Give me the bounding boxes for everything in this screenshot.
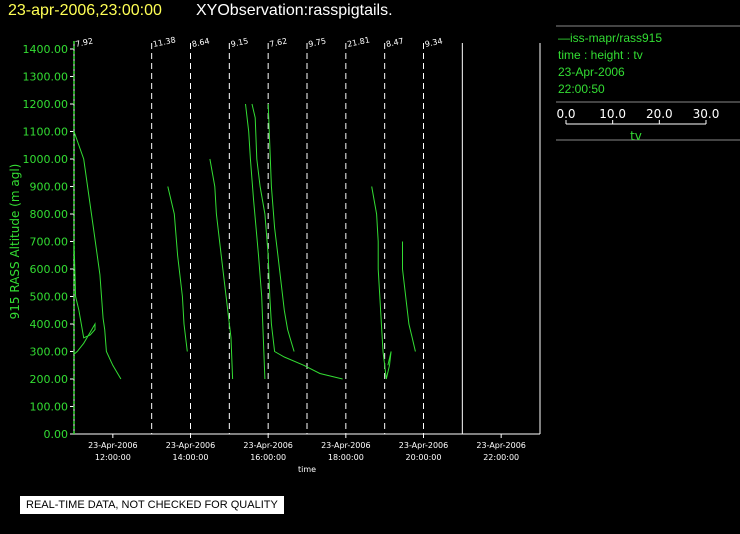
- legend-scale-tick-label: 20.0: [646, 107, 673, 121]
- y-tick-label: 100.00: [30, 401, 69, 414]
- profile-trace-8: [402, 241, 416, 352]
- profile-marker-label: 8.64: [191, 36, 210, 49]
- y-tick-label: 0.00: [44, 428, 69, 441]
- y-tick-label: 1000.00: [23, 153, 69, 166]
- x-tick-date: 23-Apr-2006: [399, 441, 448, 450]
- legend-scale-tick-label: 10.0: [599, 107, 626, 121]
- x-tick-date: 23-Apr-2006: [476, 441, 525, 450]
- profile-trace-0: [73, 131, 122, 380]
- y-tick-label: 700.00: [30, 236, 69, 249]
- profile-marker-label: 9.34: [424, 36, 443, 49]
- profile-trace-3: [209, 158, 234, 380]
- x-tick-time: 18:00:00: [328, 453, 364, 462]
- profile-trace-4: [245, 103, 266, 380]
- y-tick-label: 200.00: [30, 373, 69, 386]
- profile-trace-1: [73, 241, 96, 355]
- y-tick-label: 1400.00: [23, 43, 69, 56]
- profile-marker-label: 7.62: [269, 36, 288, 49]
- y-tick-label: 500.00: [30, 291, 69, 304]
- x-tick-time: 12:00:00: [95, 453, 131, 462]
- profile-marker-label: 9.15: [230, 36, 249, 49]
- profile-trace-6: [267, 103, 295, 352]
- profile-marker-label: 9.75: [308, 36, 327, 49]
- profile-marker-label: 21.81: [346, 35, 370, 49]
- header-title: XYObservation:rasspigtails.: [196, 2, 393, 19]
- legend-date: 23-Apr-2006: [558, 65, 625, 79]
- legend-axes-label: time : height : tv: [558, 48, 643, 62]
- x-tick-time: 16:00:00: [250, 453, 286, 462]
- quality-note: REAL-TIME DATA, NOT CHECKED FOR QUALITY: [20, 496, 284, 514]
- y-tick-label: 1100.00: [23, 126, 69, 139]
- profile-trace-7: [371, 186, 392, 380]
- y-tick-label: 1300.00: [23, 71, 69, 84]
- x-tick-date: 23-Apr-2006: [243, 441, 292, 450]
- profile-marker-label: 11.38: [152, 35, 176, 49]
- legend-scale-tick-label: 0.0: [556, 107, 575, 121]
- legend-scale-tick-label: 30.0: [693, 107, 720, 121]
- profile-trace-2: [167, 186, 188, 352]
- y-tick-label: 1200.00: [23, 98, 69, 111]
- profile-marker-label: 7.92: [75, 36, 94, 49]
- x-tick-date: 23-Apr-2006: [321, 441, 370, 450]
- header-date-time: 23-apr-2006,23:00:00: [8, 2, 162, 19]
- x-tick-date: 23-Apr-2006: [166, 441, 215, 450]
- x-tick-date: 23-Apr-2006: [88, 441, 137, 450]
- y-tick-label: 300.00: [30, 346, 69, 359]
- x-tick-time: 20:00:00: [406, 453, 442, 462]
- y-tick-label: 900.00: [30, 181, 69, 194]
- y-tick-label: 600.00: [30, 263, 69, 276]
- legend-series-label: —iss-mapr/rass915: [558, 31, 663, 45]
- x-axis-label: time: [298, 465, 316, 474]
- legend-time: 22:00:50: [558, 82, 605, 96]
- x-tick-time: 22:00:00: [483, 453, 519, 462]
- profile-marker-label: 8.47: [385, 36, 404, 49]
- profile-trace-5: [251, 103, 343, 380]
- x-tick-time: 14:00:00: [173, 453, 209, 462]
- legend-scale-label: tv: [630, 129, 642, 143]
- y-tick-label: 400.00: [30, 318, 69, 331]
- y-tick-label: 800.00: [30, 208, 69, 221]
- legend: —iss-mapr/rass915 time : height : tv 23-…: [558, 30, 662, 98]
- y-axis-label: 915 RASS Altitude (m agl): [8, 164, 22, 320]
